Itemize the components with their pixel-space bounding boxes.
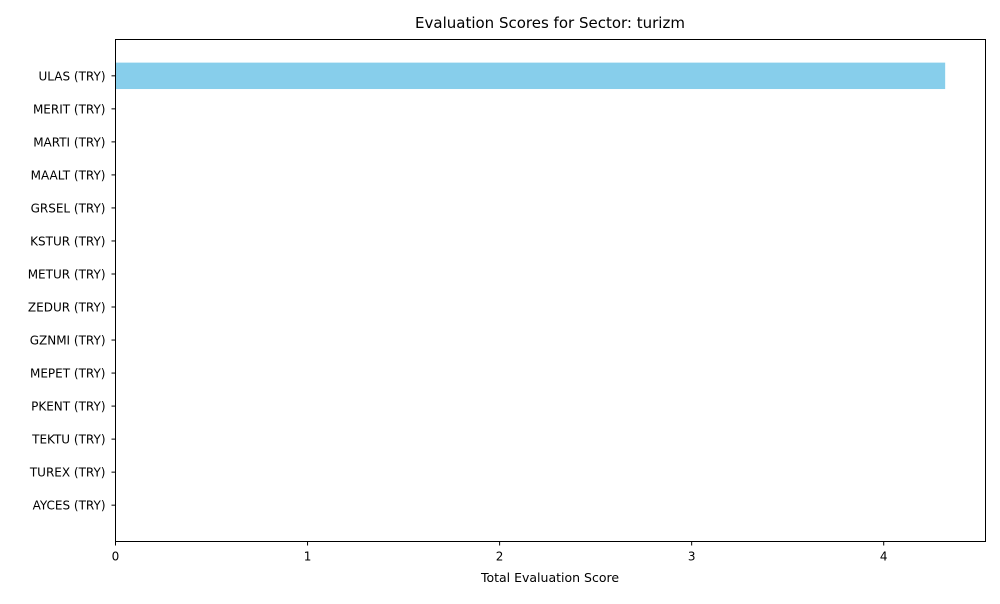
x-axis-label: Total Evaluation Score [480, 570, 619, 585]
x-tick-label: 2 [496, 550, 504, 564]
y-tick-label: METUR (TRY) [28, 267, 106, 281]
y-tick-label: MAALT (TRY) [31, 168, 106, 182]
chart-title: Evaluation Scores for Sector: turizm [415, 14, 685, 32]
y-tick-label: TUREX (TRY) [29, 466, 106, 480]
x-axis-ticks: 0 1 2 3 4 [112, 541, 888, 564]
x-tick-label: 1 [304, 550, 312, 564]
plot-area-frame [115, 39, 986, 542]
y-tick-label: PKENT (TRY) [31, 400, 105, 414]
x-tick-label: 3 [688, 550, 696, 564]
y-tick-label: GZNMI (TRY) [30, 334, 106, 348]
y-tick-label: AYCES (TRY) [33, 499, 106, 513]
y-tick-label: KSTUR (TRY) [30, 234, 105, 248]
y-tick-label: MEPET (TRY) [30, 367, 106, 381]
y-tick-label: GRSEL (TRY) [31, 201, 106, 215]
y-tick-label: ULAS (TRY) [39, 69, 106, 83]
x-tick-label: 4 [880, 550, 888, 564]
y-tick-label: TEKTU (TRY) [31, 433, 105, 447]
y-axis-ticks: ULAS (TRY) MERIT (TRY) MARTI (TRY) MAALT (T… [28, 69, 116, 513]
bar [115, 62, 946, 90]
y-tick-label: MARTI (TRY) [33, 135, 105, 149]
bars [115, 62, 946, 90]
x-tick-label: 0 [112, 550, 120, 564]
y-tick-label: ZEDUR (TRY) [28, 301, 106, 315]
y-tick-label: MERIT (TRY) [33, 102, 106, 116]
